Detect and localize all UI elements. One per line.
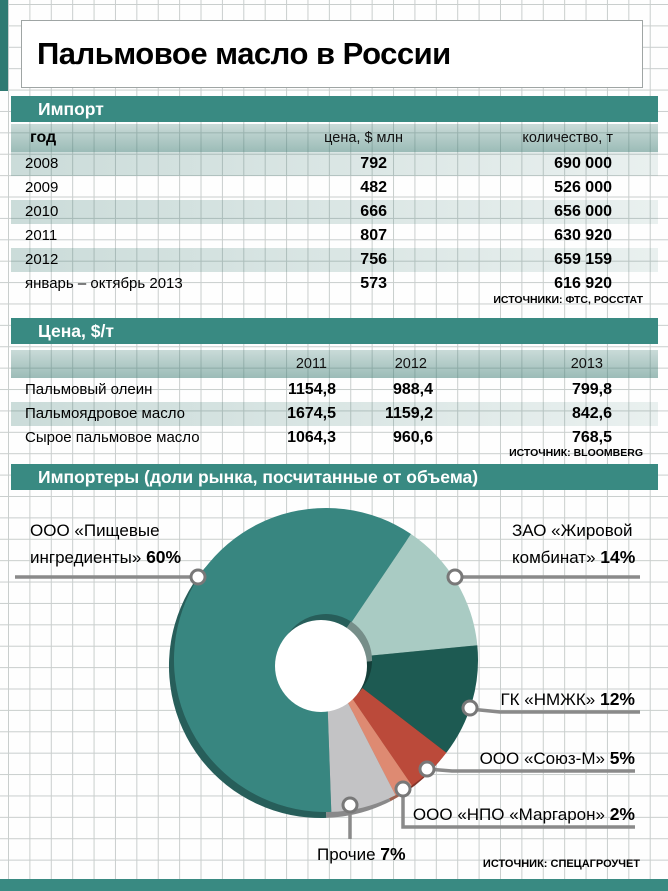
callout-percent: 60% [146, 547, 182, 567]
corner-strip [0, 0, 8, 91]
table-row: 2012 756 659 159 [11, 248, 658, 272]
col-header-2011: 2011 [295, 356, 327, 372]
table-row: 2010 666 656 000 [11, 200, 658, 224]
value-cell: 1154,8 [287, 381, 336, 398]
callout-percent: 5% [609, 748, 635, 768]
qty-cell: 656 000 [554, 203, 612, 220]
price-cell: 792 [360, 155, 387, 172]
qty-cell: 690 000 [554, 155, 612, 172]
callout-text: ООО «НПО «Маргарон» [412, 805, 605, 824]
qty-cell: 616 920 [554, 275, 612, 292]
col-header-qty: количество, т [522, 130, 613, 146]
callout-text: ЗАО «Жировой [512, 521, 633, 540]
title-box: Пальмовое масло в России [21, 20, 643, 88]
col-header-price: цена, $ млн [324, 130, 403, 146]
callout-text: ООО «Союз-М» [479, 749, 605, 768]
chart-callout-label: ГК «НМЖК» 12% [500, 686, 635, 713]
table-row: 2008 792 690 000 [11, 152, 658, 176]
source-price: ИСТОЧНИК: BLOOMBERG [509, 447, 643, 459]
source-chart: ИСТОЧНИК: СПЕЦАГРОУЧЕТ [482, 858, 640, 870]
price-cell: 482 [360, 179, 387, 196]
value-cell: 960,6 [392, 429, 433, 446]
price-cell: 807 [360, 227, 387, 244]
callout-text: ингредиенты» [30, 548, 142, 567]
callout-percent: 12% [599, 689, 635, 709]
value-cell: 988,4 [392, 381, 433, 398]
table-row: январь – октябрь 2013 573 616 920 [11, 272, 658, 296]
product-cell: Пальмовый олеин [25, 381, 153, 398]
year-cell: 2010 [25, 203, 59, 220]
table-row: Сырое пальмовое масло 1064,3 960,6 768,5 [11, 426, 658, 450]
callout-text: ООО «Пищевые [30, 521, 160, 540]
section-header-importers: Импортеры (доли рынка, посчитанные от об… [11, 464, 658, 490]
col-header-2013: 2013 [570, 356, 603, 372]
table-row: Пальмоядровое масло 1674,5 1159,2 842,6 [11, 402, 658, 426]
callout-text: комбинат» [512, 548, 596, 567]
col-header-2012: 2012 [394, 356, 427, 372]
col-header-year: год [30, 129, 57, 146]
chart-callout-label: ООО «НПО «Маргарон» 2% [413, 801, 635, 828]
source-import: ИСТОЧНИКИ: ФТС, РОССТАТ [493, 294, 643, 306]
price-cell: 666 [360, 203, 387, 220]
chart-callout-label: ООО «Союз-М» 5% [480, 745, 635, 772]
chart-callout-label: ЗАО «Жировой комбинат» 14% [512, 517, 635, 571]
callout-percent: 14% [600, 547, 636, 567]
year-cell: январь – октябрь 2013 [25, 275, 183, 292]
price-table-header: 2011 2012 2013 [11, 350, 658, 378]
qty-cell: 630 920 [554, 227, 612, 244]
table-row: 2009 482 526 000 [11, 176, 658, 200]
year-cell: 2011 [25, 227, 58, 244]
qty-cell: 659 159 [554, 251, 612, 268]
section-header-price: Цена, $/т [11, 318, 658, 344]
product-cell: Сырое пальмовое масло [25, 429, 200, 446]
callout-percent: 7% [380, 844, 406, 864]
value-cell: 799,8 [571, 381, 612, 398]
value-cell: 1159,2 [384, 405, 433, 422]
year-cell: 2012 [25, 251, 59, 268]
value-cell: 1674,5 [287, 405, 336, 422]
page-title: Пальмовое масло в России [37, 36, 451, 71]
table-row: 2011 807 630 920 [11, 224, 658, 248]
product-cell: Пальмоядровое масло [25, 405, 185, 422]
value-cell: 1064,3 [287, 429, 336, 446]
callout-text: Прочие [317, 845, 376, 864]
chart-callout-label: ООО «Пищевые ингредиенты» 60% [30, 517, 181, 571]
table-row: Пальмовый олеин 1154,8 988,4 799,8 [11, 378, 658, 402]
year-cell: 2008 [25, 155, 59, 172]
value-cell: 842,6 [571, 405, 612, 422]
price-cell: 573 [360, 275, 387, 292]
price-cell: 756 [360, 251, 387, 268]
qty-cell: 526 000 [554, 179, 612, 196]
section-header-import: Импорт [11, 96, 658, 122]
year-cell: 2009 [25, 179, 59, 196]
import-table-header: год цена, $ млн количество, т [11, 124, 658, 152]
chart-callout-label: Прочие 7% [317, 841, 406, 868]
bottom-bar [0, 879, 668, 891]
callout-text: ГК «НМЖК» [500, 690, 596, 709]
callout-percent: 2% [609, 804, 635, 824]
value-cell: 768,5 [571, 429, 612, 446]
